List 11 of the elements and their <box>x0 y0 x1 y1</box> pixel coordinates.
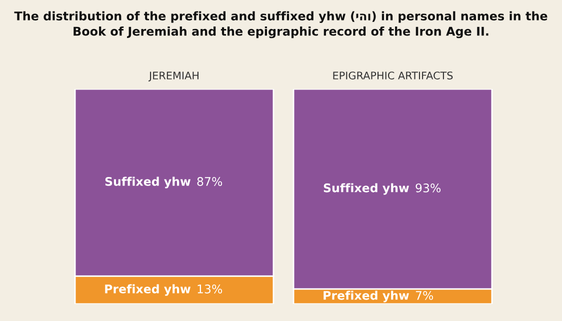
data-label: 87% <box>197 177 222 186</box>
x-tick-label: EPIGRAPHIC ARTIFACTS <box>333 72 453 80</box>
data-label: 7% <box>416 290 434 300</box>
text: Prefixed yhw <box>105 284 191 296</box>
data-label: 13% <box>198 284 222 294</box>
chart-title: The distribution of the prefixed and suffixed yhw (יהו) in personal names in the Book of Jeremiah and the epigraphic record of the Iron Age II. <box>14 11 548 38</box>
series-label: Prefixed yhw <box>324 290 410 302</box>
series-label: Suffixed yhw <box>105 176 191 188</box>
text: Suffixed yhw <box>324 183 410 195</box>
data-label: 93% <box>416 183 441 192</box>
x-tick-label: JEREMIAH <box>148 72 198 82</box>
